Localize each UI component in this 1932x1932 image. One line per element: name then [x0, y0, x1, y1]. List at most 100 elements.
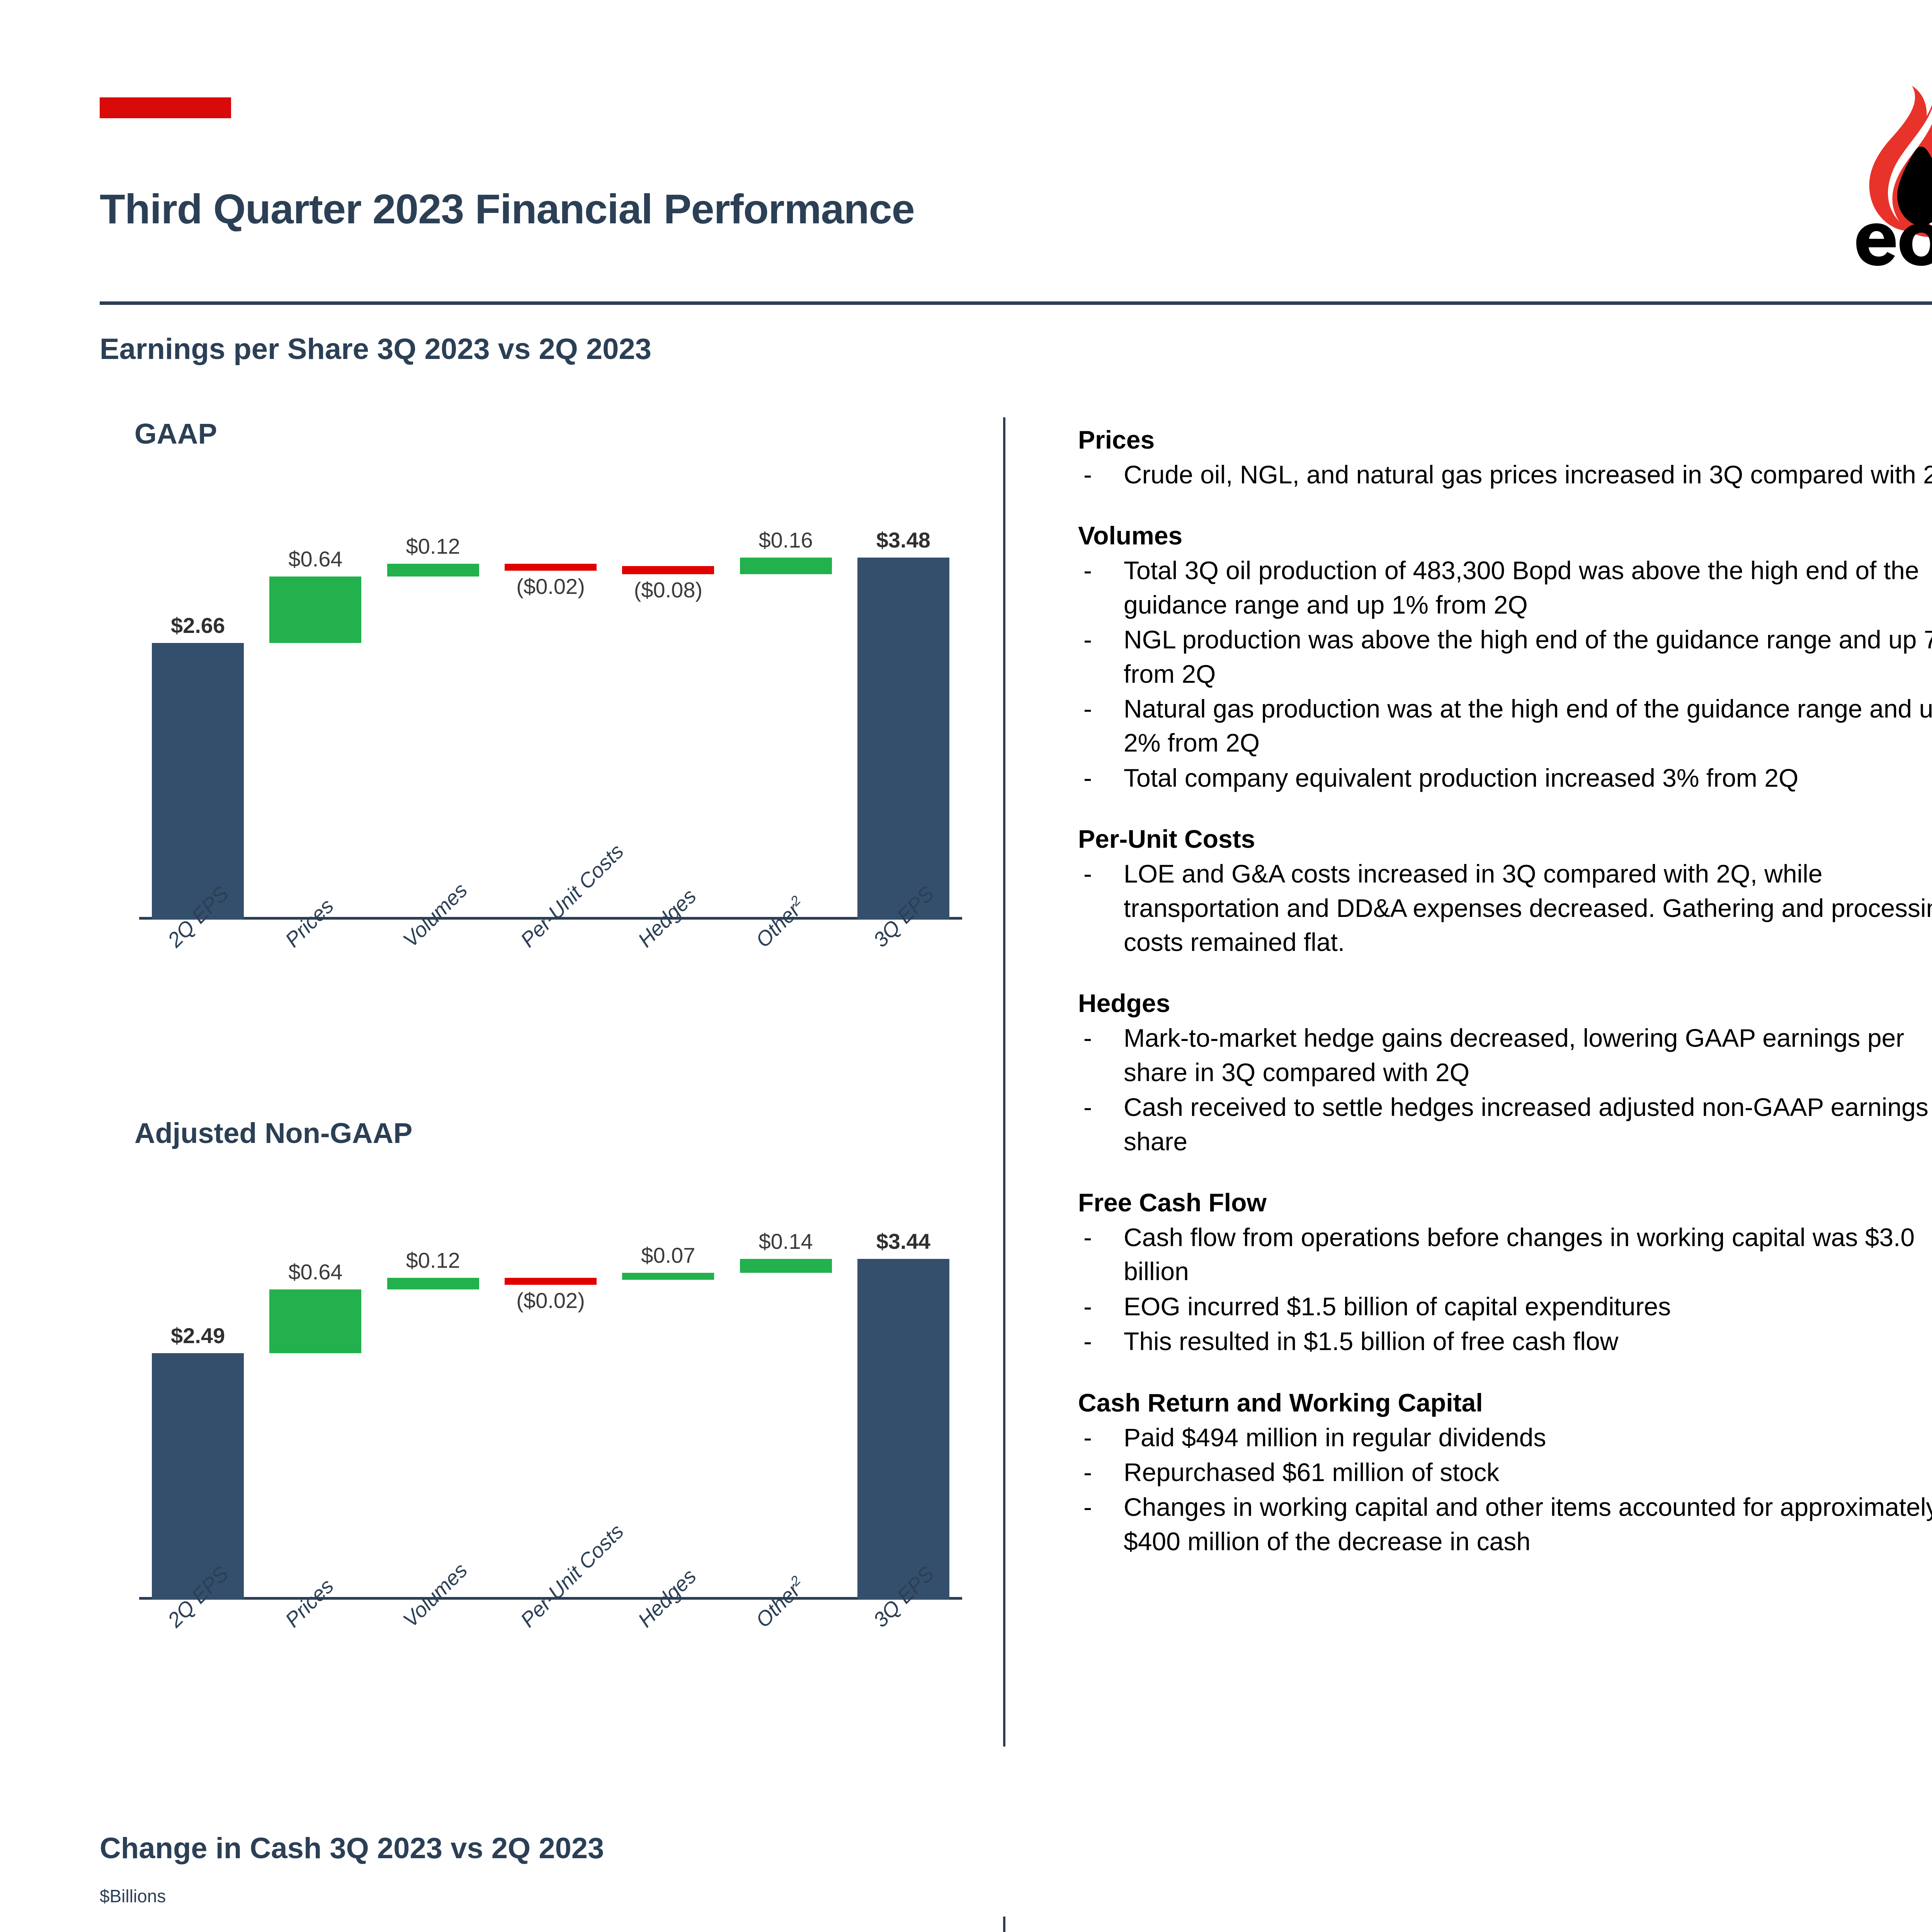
bar-3q-eps [857, 1259, 949, 1600]
bullet-dash-icon: - [1083, 1024, 1092, 1053]
header-divider [100, 301, 1932, 305]
column-divider-bottom [1003, 1917, 1005, 1932]
value-label-2q-eps: $2.49 [171, 1323, 225, 1348]
commentary-bullet: - Cash flow from operations before change… [1078, 1220, 1932, 1289]
nongaap-axis-line [139, 1597, 962, 1600]
bar-2q-eps [152, 643, 244, 920]
bullet-text: Crude oil, NGL, and natural gas prices i… [1124, 460, 1932, 489]
bar-volumes [387, 564, 479, 577]
value-label-prices: $0.64 [288, 1260, 343, 1284]
commentary-bullet-list: - Paid $494 million in regular dividends -… [1078, 1420, 1932, 1559]
commentary-bullet: - LOE and G&A costs increased in 3Q compa… [1078, 857, 1932, 959]
bullet-dash-icon: - [1083, 1423, 1092, 1452]
bullet-text: Natural gas production was at the high e… [1124, 694, 1932, 757]
bullet-dash-icon: - [1083, 1292, 1092, 1321]
commentary-bullet: - Paid $494 million in regular dividends [1078, 1420, 1932, 1454]
commentary-heading: Prices [1078, 425, 1155, 454]
value-label-other: $0.14 [759, 1229, 813, 1253]
commentary-heading: Per-Unit Costs [1078, 825, 1255, 854]
value-label-other: $0.16 [759, 528, 813, 553]
bullet-dash-icon: - [1083, 556, 1092, 585]
bullet-text: EOG incurred $1.5 billion of capital exp… [1124, 1292, 1671, 1321]
bullet-text: Cash received to settle hedges increased… [1124, 1093, 1932, 1156]
bullet-text: Cash flow from operations before changes… [1124, 1223, 1915, 1286]
bullet-dash-icon: - [1083, 1327, 1092, 1356]
commentary-bullet: - Crude oil, NGL, and natural gas prices … [1078, 457, 1932, 492]
eog-logo [1839, 62, 1932, 270]
gaap-axis-line [139, 917, 962, 920]
value-label-hedges: ($0.08) [634, 578, 702, 602]
value-label-volumes: $0.12 [406, 1248, 460, 1272]
bullet-dash-icon: - [1083, 1458, 1092, 1486]
commentary-group-volumes: Volumes - Total 3Q oil production of 483,3… [1078, 521, 1932, 795]
commentary-bullet: - EOG incurred $1.5 billion of capital ex… [1078, 1289, 1932, 1323]
eps-section-title: Earnings per Share 3Q 2023 vs 2Q 2023 [100, 333, 651, 366]
value-label-prices: $0.64 [288, 546, 343, 571]
commentary-bullet-list: - Total 3Q oil production of 483,300 Bopd… [1078, 553, 1932, 795]
value-label-hedges: $0.07 [641, 1243, 696, 1267]
bullet-dash-icon: - [1083, 625, 1092, 654]
commentary-bullet: - NGL production was above the high end o… [1078, 622, 1932, 691]
page-title: Third Quarter 2023 Financial Performance [100, 185, 915, 232]
commentary-group-cash-return-and-working-capital: Cash Return and Working Capital - Paid $49… [1078, 1388, 1932, 1559]
commentary-group-hedges: Hedges - Mark-to-market hedge gains decrea… [1078, 988, 1932, 1158]
nongaap-chart-title: Adjusted Non-GAAP [134, 1117, 413, 1149]
nongaap-waterfall-chart: $2.49 $0.64 $0.12 ($0.02) $0.07 $0.14 $3.44 [139, 1213, 962, 1600]
commentary-column: Prices - Crude oil, NGL, and natural gas p… [1078, 425, 1932, 1559]
bar-other [740, 558, 832, 575]
commentary-bullet: - Repurchased $61 million of stock [1078, 1455, 1932, 1489]
commentary-spacer [1078, 1359, 1932, 1388]
commentary-heading: Free Cash Flow [1078, 1188, 1267, 1217]
bar-prices [269, 576, 362, 643]
commentary-bullet-list: - Crude oil, NGL, and natural gas prices … [1078, 457, 1932, 492]
bar-hedges [622, 1272, 714, 1280]
value-label-per-unit-costs: ($0.02) [516, 574, 585, 599]
bullet-dash-icon: - [1083, 694, 1092, 723]
gaap-waterfall-chart: $2.66 $0.64 $0.12 ($0.02) ($0.08) $0.16 $3.48 [139, 514, 962, 920]
commentary-spacer [1078, 1159, 1932, 1188]
value-label-3q-eps: $3.48 [876, 528, 930, 553]
commentary-bullet: - Natural gas production was at the high … [1078, 692, 1932, 760]
column-divider-top [1003, 417, 1005, 1747]
commentary-heading: Volumes [1078, 521, 1183, 550]
bullet-text: Paid $494 million in regular dividends [1124, 1423, 1546, 1452]
commentary-bullet: - Mark-to-market hedge gains decreased, l… [1078, 1021, 1932, 1089]
gaap-chart-title: GAAP [134, 418, 217, 450]
bullet-dash-icon: - [1083, 1493, 1092, 1522]
commentary-spacer [1078, 492, 1932, 521]
bar-prices [269, 1289, 362, 1353]
bar-other [740, 1259, 832, 1273]
value-label-cfo: 3.0 [238, 1930, 392, 1932]
cash-section-title: Change in Cash 3Q 2023 vs 2Q 2023 [100, 1832, 604, 1865]
commentary-spacer [1078, 960, 1932, 988]
commentary-heading: Cash Return and Working Capital [1078, 1388, 1483, 1417]
red-accent-tab [100, 97, 231, 118]
bullet-text: Repurchased $61 million of stock [1124, 1458, 1500, 1486]
bar-3q-eps [857, 558, 949, 920]
bullet-text: Changes in working capital and other ite… [1124, 1493, 1932, 1556]
bullet-dash-icon: - [1083, 763, 1092, 792]
bullet-dash-icon: - [1083, 1223, 1092, 1252]
bar-volumes [387, 1277, 479, 1290]
bullet-text: This resulted in $1.5 billion of free ca… [1124, 1327, 1619, 1356]
bullet-text: Total 3Q oil production of 483,300 Bopd … [1124, 556, 1919, 619]
commentary-group-per-unit-costs: Per-Unit Costs - LOE and G&A costs increas… [1078, 824, 1932, 959]
commentary-bullet-list: - Cash flow from operations before change… [1078, 1220, 1932, 1359]
value-label-volumes: $0.12 [406, 534, 460, 559]
value-label-3q-eps: $3.44 [876, 1229, 930, 1253]
bar-2q-eps [152, 1353, 244, 1600]
commentary-bullet: - This resulted in $1.5 billion of free c… [1078, 1324, 1932, 1358]
cash-units-label: $Billions [100, 1886, 166, 1906]
commentary-bullet: - Changes in working capital and other it… [1078, 1490, 1932, 1558]
value-label-2q-eps: $2.66 [171, 613, 225, 638]
bullet-dash-icon: - [1083, 859, 1092, 888]
commentary-spacer [1078, 796, 1932, 824]
commentary-bullet: - Total 3Q oil production of 483,300 Bopd… [1078, 553, 1932, 622]
bar-per-unit-costs [505, 1277, 597, 1285]
bullet-dash-icon: - [1083, 1093, 1092, 1122]
value-label-per-unit-costs: ($0.02) [516, 1288, 585, 1313]
commentary-bullet: - Total company equivalent production inc… [1078, 761, 1932, 795]
commentary-group-free-cash-flow: Free Cash Flow - Cash flow from operations… [1078, 1188, 1932, 1359]
bar-per-unit-costs [505, 564, 597, 571]
